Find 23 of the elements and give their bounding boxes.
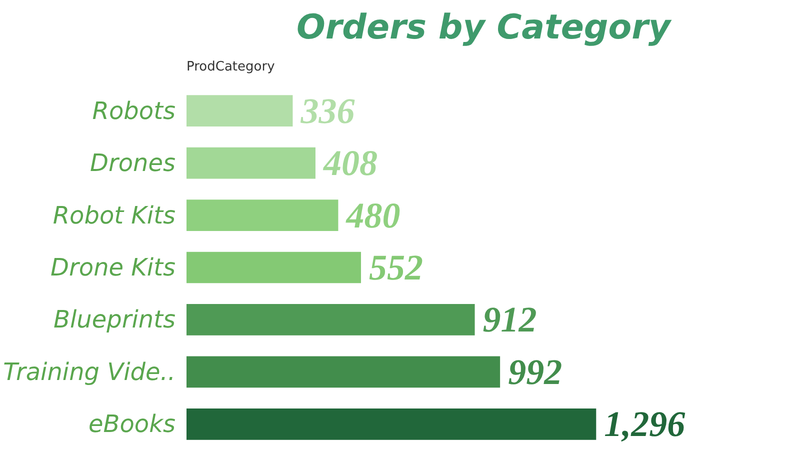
y-tick-label: Drone Kits: [50, 254, 176, 282]
bar: [186, 147, 316, 179]
y-tick-label: Robots: [92, 96, 176, 125]
bar: [186, 95, 293, 126]
data-label: 408: [322, 143, 378, 184]
chart-title: Orders by Category: [296, 8, 672, 48]
y-axis-title: ProdCategory: [186, 60, 276, 74]
y-tick-label: Drones: [90, 149, 176, 178]
y-tick-label: Blueprints: [53, 306, 176, 334]
bar: [186, 252, 361, 284]
data-label: 1,296: [604, 404, 686, 444]
data-label: 912: [482, 300, 537, 340]
y-tick-label: eBooks: [88, 410, 176, 438]
bar: [186, 356, 500, 388]
bar: [186, 304, 475, 336]
data-label: 992: [508, 352, 562, 392]
data-label: 336: [300, 90, 355, 131]
bar: [186, 408, 596, 440]
bar: [186, 200, 338, 231]
data-label: 480: [345, 195, 400, 236]
y-tick-label: Robot Kits: [52, 201, 176, 230]
data-label: 552: [368, 248, 423, 288]
y-tick-label: Training Vide..: [3, 358, 176, 386]
